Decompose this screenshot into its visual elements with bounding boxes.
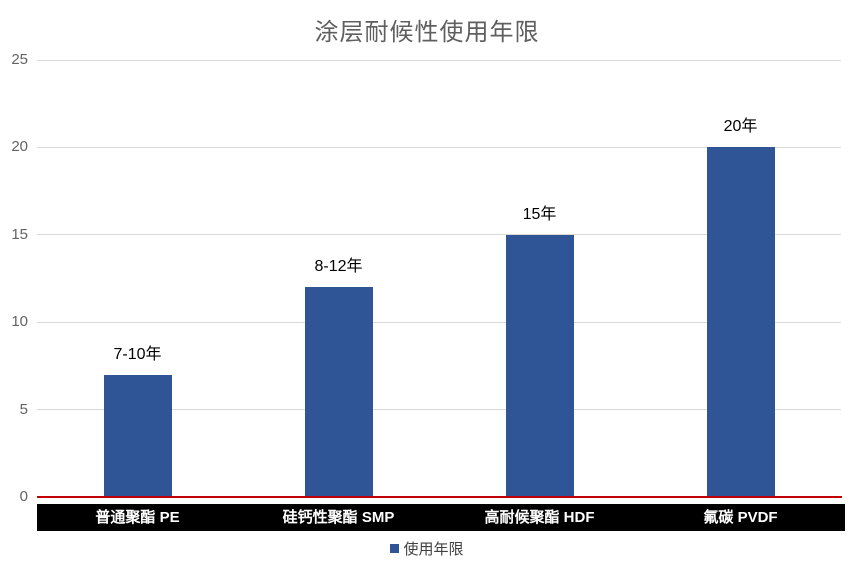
bar — [505, 234, 574, 497]
bar — [103, 374, 172, 497]
bar-data-label: 15年 — [522, 205, 557, 223]
bar — [706, 147, 775, 497]
category-label: 普通聚酯 PE — [95, 509, 180, 526]
gridline — [37, 234, 841, 236]
y-axis-tick-label: 10 — [11, 313, 28, 331]
chart-title: 涂层耐候性使用年限 — [314, 19, 540, 46]
legend-swatch — [390, 544, 400, 553]
gridline — [37, 146, 841, 148]
legend: 使用年限 — [0, 538, 854, 559]
y-axis-tick-label: 25 — [11, 51, 28, 68]
category-label: 高耐候聚酯 HDF — [484, 509, 595, 526]
category-label: 硅钙性聚酯 SMP — [282, 509, 395, 526]
bar-data-label: 20年 — [723, 118, 758, 136]
x-axis-line — [37, 496, 842, 498]
y-axis-tick-label: 15 — [11, 225, 28, 243]
bar — [304, 287, 373, 497]
category-band — [37, 504, 845, 531]
category-label: 氟碳 PVDF — [703, 509, 778, 526]
gridline — [37, 321, 841, 323]
gridline — [37, 409, 841, 411]
y-axis-tick-label: 20 — [11, 138, 28, 156]
y-axis-tick-label: 5 — [19, 400, 28, 418]
bar-data-label: 8-12年 — [314, 258, 363, 276]
bar-data-label: 7-10年 — [113, 345, 162, 363]
y-axis-tick-label: 0 — [19, 488, 28, 505]
gridline — [37, 59, 841, 61]
legend-label: 使用年限 — [403, 541, 464, 558]
